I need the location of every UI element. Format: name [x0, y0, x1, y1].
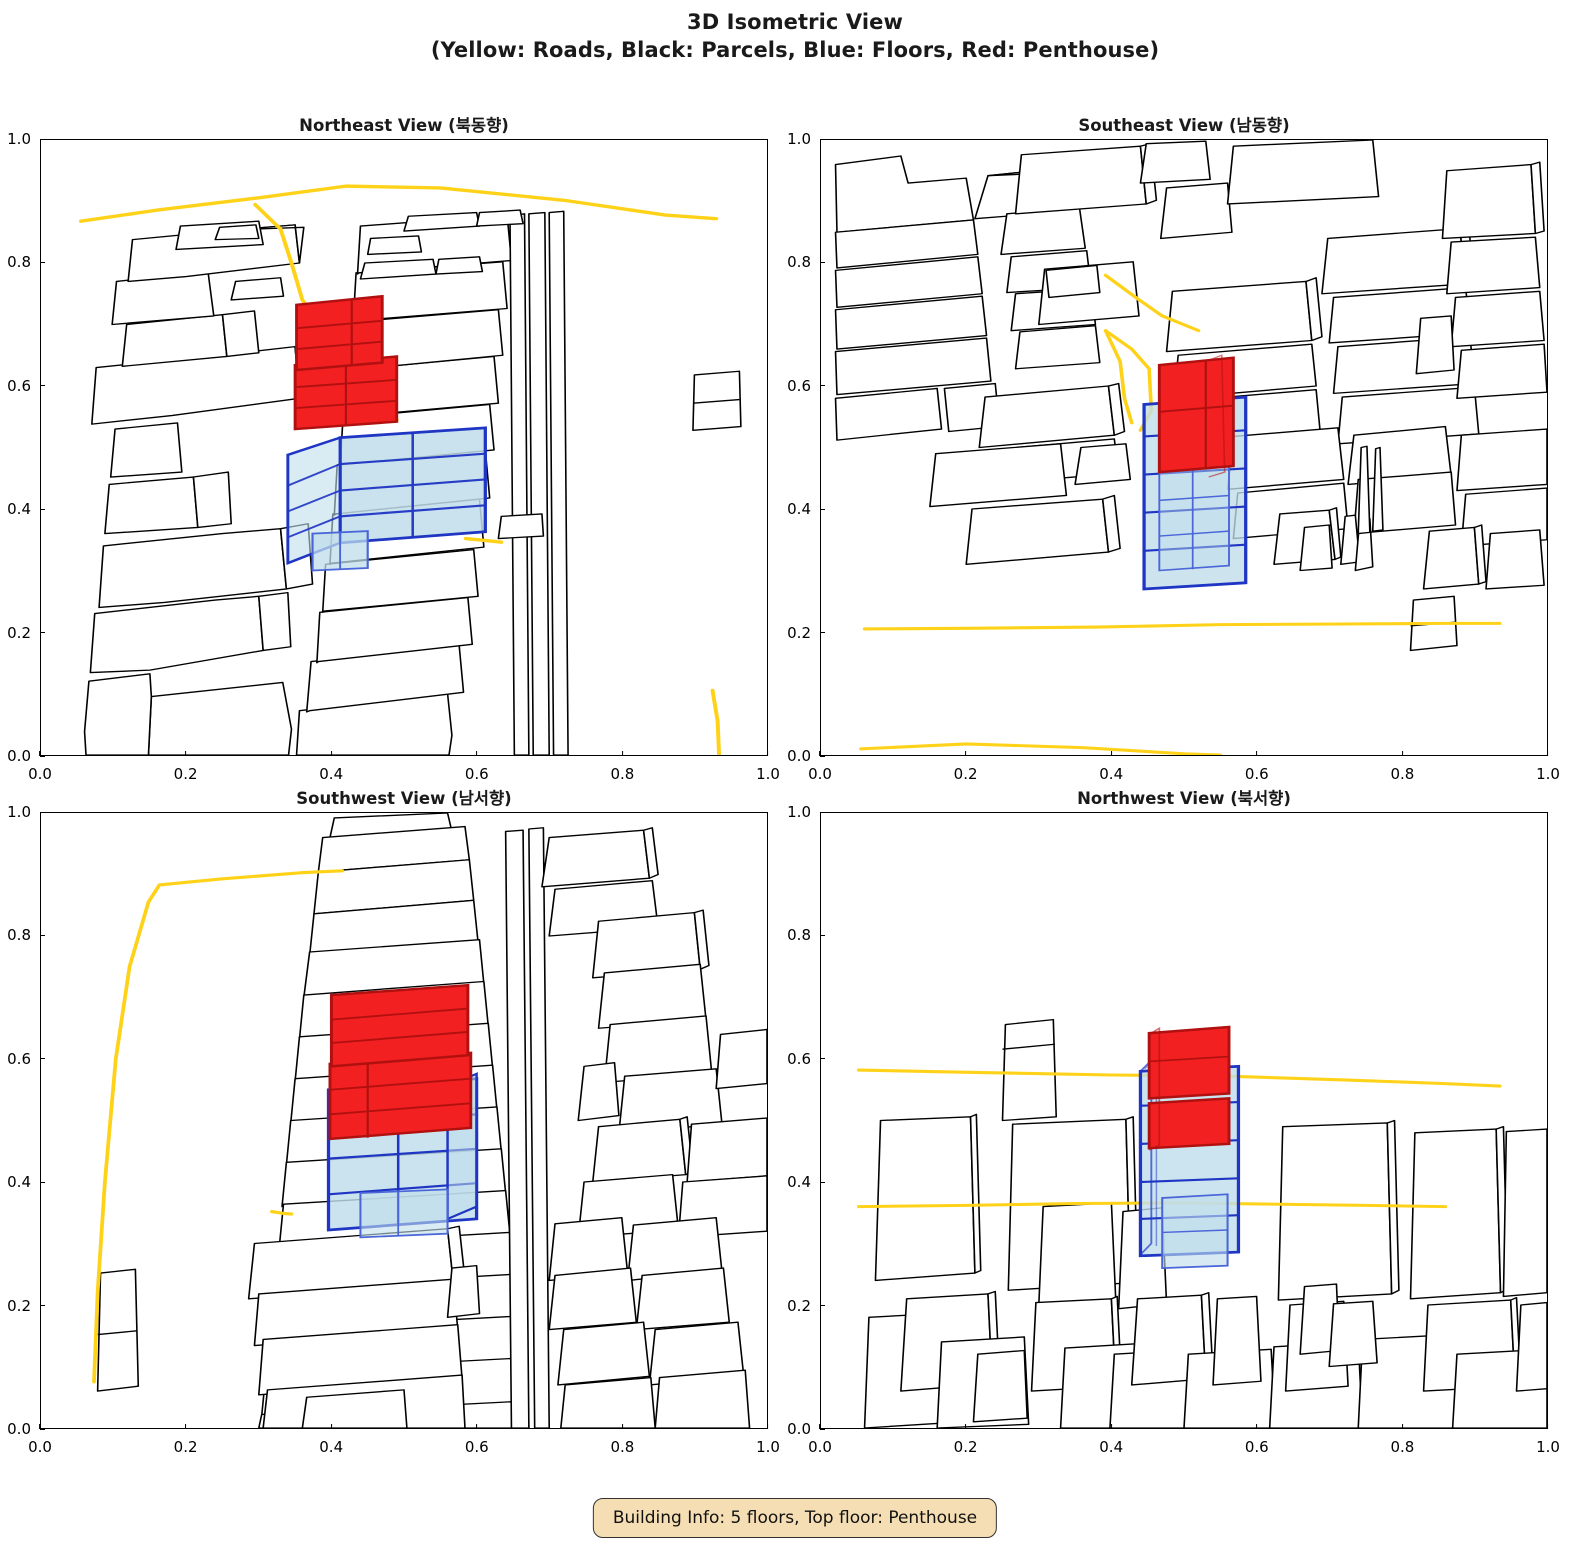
- tick-x-northwest-4: 0.8: [1390, 1424, 1414, 1456]
- tick-x-southwest-3: 0.6: [465, 1424, 489, 1456]
- tick-x-northeast-0: 0.0: [28, 751, 52, 783]
- southwest-roads: [92, 869, 345, 1384]
- panel-southwest: Southwest View (남서향): [7, 789, 780, 1456]
- tick-x-northeast-3: 0.6: [465, 751, 489, 783]
- tick-x-northeast-1: 0.2: [174, 751, 198, 783]
- building-info-box: Building Info: 5 floors, Top floor: Pent…: [592, 1498, 998, 1538]
- tick-x-northwest-2: 0.4: [1099, 1424, 1123, 1456]
- tick-y-northeast-3: 0.6: [7, 377, 45, 395]
- northwest-scene: [856, 1018, 1547, 1428]
- tick-x-northeast-5: 1.0: [756, 751, 780, 783]
- tick-y-southwest-3: 0.6: [7, 1050, 45, 1068]
- tick-y-southeast-2: 0.4: [787, 500, 825, 518]
- tick-y-northeast-0: 0.0: [7, 747, 45, 765]
- tick-y-northwest-5: 1.0: [787, 803, 825, 821]
- southwest-scene: [92, 813, 767, 1428]
- panel-northeast: Northeast View (북동향): [7, 116, 780, 783]
- tick-y-northeast-4: 0.8: [7, 253, 45, 271]
- tick-x-northwest-3: 0.6: [1245, 1424, 1269, 1456]
- tick-y-northwest-4: 0.8: [787, 926, 825, 944]
- tick-y-northeast-2: 0.4: [7, 500, 45, 518]
- panel-southeast-title: Southeast View (남동향): [1078, 116, 1290, 135]
- northwest-parcels: [863, 1018, 1547, 1428]
- tick-y-northeast-1: 0.2: [7, 624, 45, 642]
- southeast-parcels: [834, 140, 1547, 652]
- tick-x-northwest-0: 0.0: [808, 1424, 832, 1456]
- tick-x-southwest-4: 0.8: [610, 1424, 634, 1456]
- tick-y-southwest-0: 0.0: [7, 1420, 45, 1438]
- tick-y-northeast-5: 1.0: [7, 130, 45, 148]
- tick-x-southeast-3: 0.6: [1245, 751, 1269, 783]
- northeast-scene: [78, 184, 742, 755]
- panel-northeast-title: Northeast View (북동향): [299, 116, 509, 135]
- tick-x-northwest-1: 0.2: [954, 1424, 978, 1456]
- panel-northwest-plot: [820, 812, 1548, 1429]
- northeast-floors: [286, 426, 487, 572]
- tick-y-southeast-5: 1.0: [787, 130, 825, 148]
- tick-x-southeast-5: 1.0: [1536, 751, 1560, 783]
- tick-y-southwest-2: 0.4: [7, 1173, 45, 1191]
- tick-y-southwest-4: 0.8: [7, 926, 45, 944]
- tick-x-southwest-5: 1.0: [756, 1424, 780, 1456]
- tick-y-northwest-1: 0.2: [787, 1297, 825, 1315]
- tick-y-southeast-0: 0.0: [787, 747, 825, 765]
- tick-y-southeast-3: 0.6: [787, 377, 825, 395]
- southeast-roads: [859, 273, 1502, 755]
- tick-x-northeast-2: 0.4: [319, 751, 343, 783]
- panel-southwest-plot: [40, 812, 768, 1429]
- tick-y-southwest-5: 1.0: [7, 803, 45, 821]
- panel-northwest: Northwest View (북서향): [787, 789, 1560, 1456]
- northeast-penthouse: [293, 294, 399, 431]
- tick-x-southeast-2: 0.4: [1099, 751, 1123, 783]
- tick-y-northwest-2: 0.4: [787, 1173, 825, 1191]
- southeast-penthouse: [1157, 354, 1235, 478]
- southwest-penthouse: [328, 983, 473, 1141]
- tick-x-southwest-2: 0.4: [319, 1424, 343, 1456]
- tick-x-southwest-1: 0.2: [174, 1424, 198, 1456]
- tick-y-northwest-3: 0.6: [787, 1050, 825, 1068]
- tick-x-southeast-1: 0.2: [954, 751, 978, 783]
- tick-x-southeast-4: 0.8: [1390, 751, 1414, 783]
- tick-y-southeast-1: 0.2: [787, 624, 825, 642]
- panel-southeast: Southeast View (남동향): [787, 116, 1560, 783]
- panel-southeast-plot: [820, 139, 1548, 756]
- suptitle-line-2: (Yellow: Roads, Black: Parcels, Blue: Fl…: [430, 38, 1160, 63]
- northwest-penthouse: [1147, 1025, 1231, 1151]
- tick-x-northeast-4: 0.8: [610, 751, 634, 783]
- tick-x-northwest-5: 1.0: [1536, 1424, 1560, 1456]
- figure-suptitle: 3D Isometric View (Yellow: Roads, Black:…: [0, 8, 1590, 65]
- tick-x-southwest-0: 0.0: [28, 1424, 52, 1456]
- panel-southwest-title: Southwest View (남서향): [296, 789, 512, 808]
- panel-northwest-title: Northwest View (북서향): [1077, 789, 1291, 808]
- tick-y-southwest-1: 0.2: [7, 1297, 45, 1315]
- tick-y-southeast-4: 0.8: [787, 253, 825, 271]
- panel-northeast-plot: [40, 139, 768, 756]
- tick-x-southeast-0: 0.0: [808, 751, 832, 783]
- suptitle-line-1: 3D Isometric View: [687, 10, 903, 34]
- tick-y-northwest-0: 0.0: [787, 1420, 825, 1438]
- southeast-scene: [834, 140, 1547, 755]
